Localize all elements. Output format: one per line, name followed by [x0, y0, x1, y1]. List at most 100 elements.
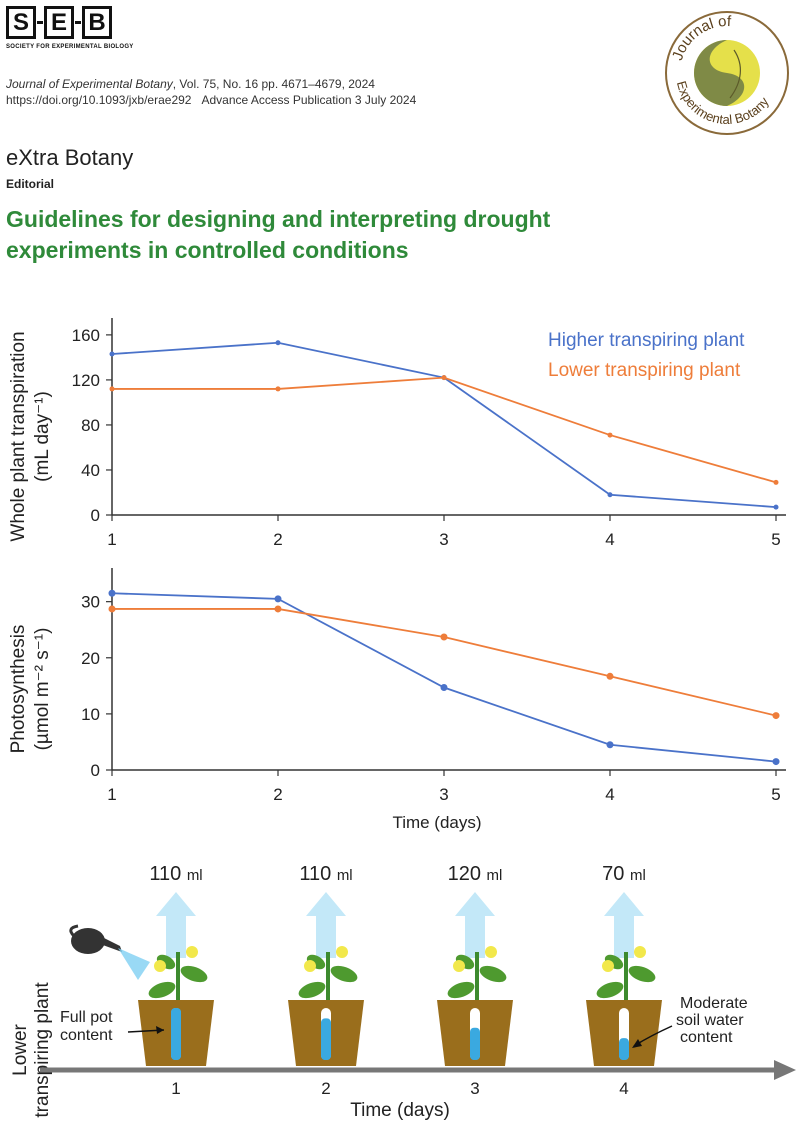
callout-moderate: Moderate soil water content [676, 995, 748, 1046]
x-tick-label: 2 [273, 785, 282, 804]
legend-entry: Higher transpiring plant [548, 330, 745, 351]
flower-icon [186, 946, 198, 958]
series-line [111, 592, 777, 763]
amount-value: 110 [299, 863, 336, 885]
data-point [772, 758, 780, 766]
y-tick-label: 20 [81, 649, 100, 668]
callout-moderate-line2: soil water [676, 1012, 744, 1029]
y-axis-label: Photosynthesis (µmol m⁻² s⁻¹) [8, 625, 53, 754]
row-label-line1: Lower [10, 1023, 31, 1075]
data-point [773, 504, 779, 510]
doi-link[interactable]: https://doi.org/10.1093/jxb/erae292 [6, 93, 192, 107]
journal-seal: Journal of Experimental Botany [665, 11, 789, 135]
x-tick-label: 2 [273, 530, 282, 549]
journal-details: , Vol. 75, No. 16 pp. 4671–4679, 2024 [172, 77, 375, 91]
access-info: Advance Access Publication 3 July 2024 [201, 93, 417, 107]
vapour-arrow-icon [455, 892, 495, 958]
flower-icon [304, 960, 316, 972]
data-point [440, 684, 448, 692]
leaf-icon [628, 965, 656, 983]
x-tick-label: 4 [605, 785, 614, 804]
flower-icon [336, 946, 348, 958]
watering-can-icon [69, 924, 150, 980]
x-tick-label: 1 [107, 530, 116, 549]
callout-full-pot-line1: Full pot [60, 1009, 113, 1026]
flower-icon [602, 960, 614, 972]
day-label: 1 [171, 1079, 180, 1098]
data-point [108, 605, 116, 613]
series-line [112, 608, 777, 717]
leaf-icon [596, 981, 624, 999]
day-label: 3 [470, 1079, 479, 1098]
callout-moderate-line1: Moderate [680, 995, 748, 1012]
x-axis-label: Time (days) [392, 813, 481, 832]
amount-unit: ml [187, 867, 203, 884]
data-point [109, 386, 115, 392]
water-level [470, 1027, 480, 1060]
callout-right-arrowhead [632, 1039, 642, 1048]
data-point [772, 712, 780, 720]
data-point [274, 595, 282, 603]
x-tick-label: 5 [771, 785, 780, 804]
amount-unit: ml [337, 867, 353, 884]
series-line [112, 376, 777, 484]
y-tick-label: 120 [72, 371, 100, 390]
logo-letter-e: E [44, 6, 74, 39]
callout-full-pot-line2: content [60, 1027, 113, 1044]
logo-caption: SOCIETY FOR EXPERIMENTAL BIOLOGY [6, 44, 134, 50]
callout-full-pot: Full pot content [60, 1009, 113, 1044]
seb-logo: S E B SOCIETY FOR EXPERIMENTAL BIOLOGY [6, 6, 134, 51]
transpiration-chart: 0 40 80 120 160 1 2 3 4 5 Whole plant transpiratio… [8, 318, 786, 549]
flower-icon [154, 960, 166, 972]
amount-value: 70 [602, 863, 630, 885]
x-tick-label: 5 [771, 530, 780, 549]
row-label: Lowertranspiring plant [10, 982, 53, 1118]
diagram-x-label: Time (days) [350, 1100, 450, 1121]
x-tick-label: 3 [439, 785, 448, 804]
leaf-icon [298, 981, 326, 999]
callout-left-arrowhead [156, 1026, 164, 1034]
row-label-line2: transpiring plant [32, 982, 53, 1118]
amount-unit: ml [487, 867, 503, 884]
y-tick-label: 30 [81, 593, 100, 612]
series-name: eXtra Botany [6, 145, 134, 170]
citation-line-1: Journal of Experimental Botany, Vol. 75,… [6, 76, 416, 92]
water-level [619, 1038, 629, 1060]
pot-group: 70 ml 4 [586, 863, 662, 1098]
data-point [275, 340, 281, 346]
data-point [606, 672, 614, 680]
article-title: Guidelines for designing and interpretin… [6, 206, 551, 263]
y-tick-label: 160 [72, 326, 100, 345]
data-point [275, 386, 281, 392]
watering-can-spout [100, 936, 122, 952]
time-axis-arrow [774, 1060, 796, 1080]
logo-letter-s: S [6, 6, 36, 39]
transpiration-amount: 70 ml [602, 863, 646, 885]
y-tick-label: 40 [81, 461, 100, 480]
y-axis-label-line2: (µmol m⁻² s⁻¹) [32, 628, 53, 751]
citation-line-2: https://doi.org/10.1093/jxb/erae292 Adva… [6, 92, 416, 108]
water-level [171, 1008, 181, 1060]
x-tick-label: 4 [605, 530, 614, 549]
watering-spray [118, 948, 150, 980]
leaf-icon [479, 965, 507, 983]
photosynthesis-chart: 0 10 20 30 1 2 3 4 5 Photosynthesis (µmol m⁻² s⁻¹)… [8, 568, 786, 832]
flower-icon [634, 946, 646, 958]
data-point [607, 432, 613, 438]
x-tick-label: 3 [439, 530, 448, 549]
x-tick-label: 1 [107, 785, 116, 804]
data-point [440, 633, 448, 641]
transpiration-amount: 110 ml [299, 863, 352, 885]
transpiration-amount: 110 ml [149, 863, 202, 885]
data-point [606, 741, 614, 749]
y-tick-label: 0 [91, 761, 100, 780]
vapour-arrow-icon [306, 892, 346, 958]
transpiration-amount: 120 ml [448, 863, 503, 885]
y-tick-label: 10 [81, 705, 100, 724]
day-label: 4 [619, 1079, 628, 1098]
flower-icon [453, 960, 465, 972]
logo-letter-b: B [82, 6, 112, 39]
data-point [773, 479, 779, 485]
article-type: Editorial [6, 177, 55, 191]
